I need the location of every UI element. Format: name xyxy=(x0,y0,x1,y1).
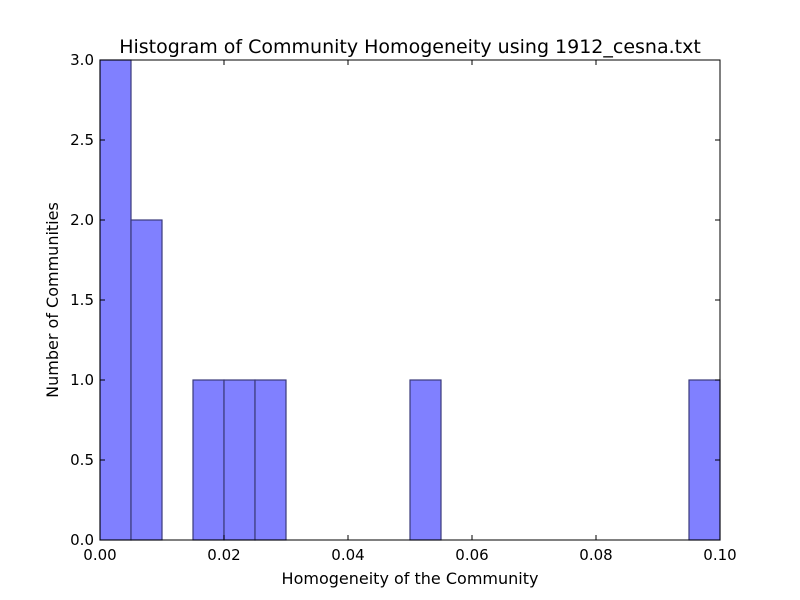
y-tick-label: 2.5 xyxy=(70,131,94,149)
histogram-bar xyxy=(192,379,225,541)
y-tick-label: 0.5 xyxy=(70,451,94,469)
plot-frame xyxy=(99,59,721,541)
x-axis-label: Homogeneity of the Community xyxy=(282,569,539,588)
x-tick-label: 0.00 xyxy=(83,546,116,564)
x-tick-label: 0.06 xyxy=(455,546,488,564)
y-tick-label: 3.0 xyxy=(70,51,94,69)
histogram-bar xyxy=(409,379,442,541)
y-tick-label: 0.0 xyxy=(70,531,94,549)
y-tick-label: 2.0 xyxy=(70,211,94,229)
x-tick-label: 0.08 xyxy=(579,546,612,564)
chart-title: Histogram of Community Homogeneity using… xyxy=(119,36,701,58)
bars-layer xyxy=(99,59,721,541)
histogram-bar xyxy=(130,219,163,541)
y-tick-label: 1.0 xyxy=(70,371,94,389)
ticks-layer: 0.00 0.02 0.04 0.06 0.08 0.10 0.0 0.5 1.0 1.5 2.0 2… xyxy=(70,51,737,564)
x-tick-label: 0.02 xyxy=(207,546,240,564)
y-axis-label: Number of Communities xyxy=(43,202,62,398)
histogram-bar xyxy=(254,379,287,541)
x-tick-label: 0.04 xyxy=(331,546,364,564)
y-tick-label: 1.5 xyxy=(70,291,94,309)
x-tick-label: 0.10 xyxy=(703,546,736,564)
histogram-bar xyxy=(99,59,132,541)
histogram-bar xyxy=(223,379,256,541)
